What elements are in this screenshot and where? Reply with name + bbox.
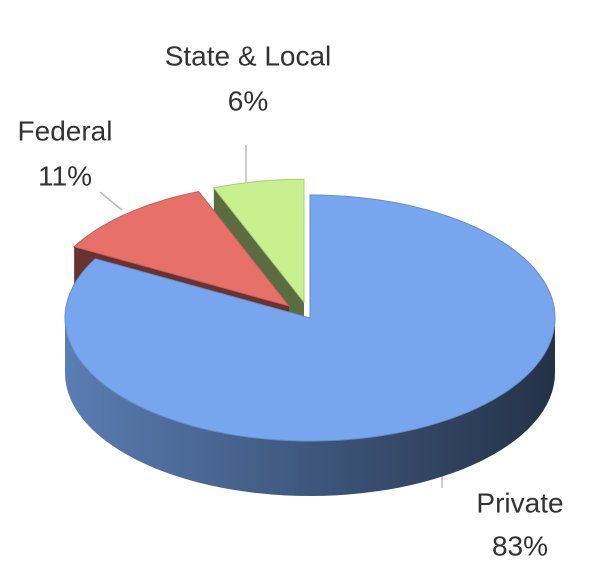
slice-label: Private [476,487,563,518]
slice [73,191,291,307]
slice-value-label: 11% [38,160,92,191]
slice-value-label: 6% [228,85,268,116]
slice-side [65,318,555,496]
slice-value-label: 83% [492,530,548,561]
slice-label: State & Local [165,40,332,71]
slice [212,178,305,304]
leader-line [99,191,123,211]
slice [64,194,556,442]
slice-label: Federal [18,115,113,146]
